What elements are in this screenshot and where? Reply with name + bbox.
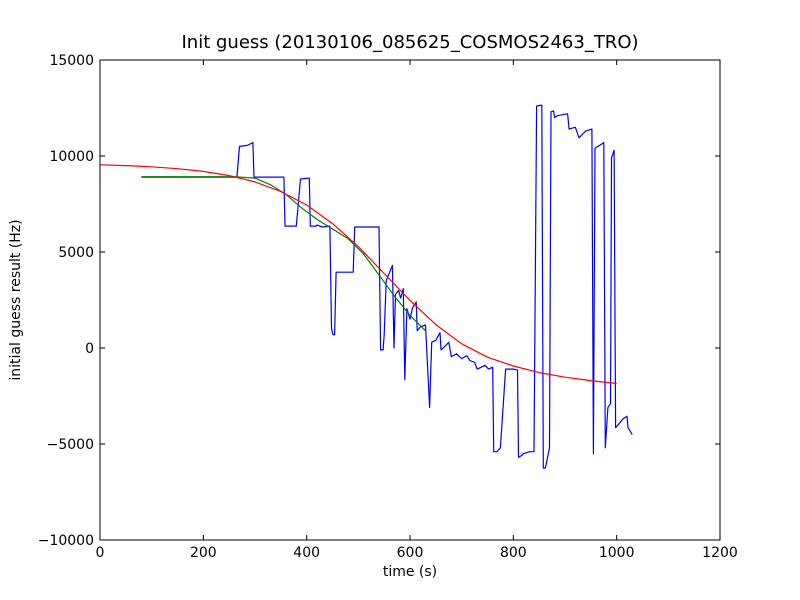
x-tick-label: 200 [190, 545, 217, 561]
x-axis-label: time (s) [383, 564, 437, 580]
x-tick-label: 1200 [702, 545, 738, 561]
series-layer [99, 104, 633, 469]
x-tick-label: 0 [96, 545, 105, 561]
ticks-layer: 0 200 400 600 800 1000 1200 −10000 −5000 0 5000 100… [38, 53, 738, 561]
x-tick-label: 400 [293, 545, 320, 561]
series-line-0 [141, 104, 633, 469]
series-line-1 [141, 176, 426, 332]
y-tick-label: −5000 [47, 437, 94, 453]
x-tick-label: 1000 [599, 545, 635, 561]
y-axis-label: initial guess result (Hz) [8, 219, 24, 380]
chart-title: Init guess (20130106_085625_COSMOS2463_T… [181, 32, 638, 53]
series-line-2 [99, 164, 617, 385]
x-tick-label: 600 [397, 545, 424, 561]
y-tick-label: −10000 [38, 533, 94, 549]
y-tick-label: 15000 [49, 53, 94, 69]
x-tick-label: 800 [500, 545, 527, 561]
y-tick-label: 5000 [58, 245, 94, 261]
y-tick-label: 10000 [49, 149, 94, 165]
y-tick-label: 0 [85, 341, 94, 357]
